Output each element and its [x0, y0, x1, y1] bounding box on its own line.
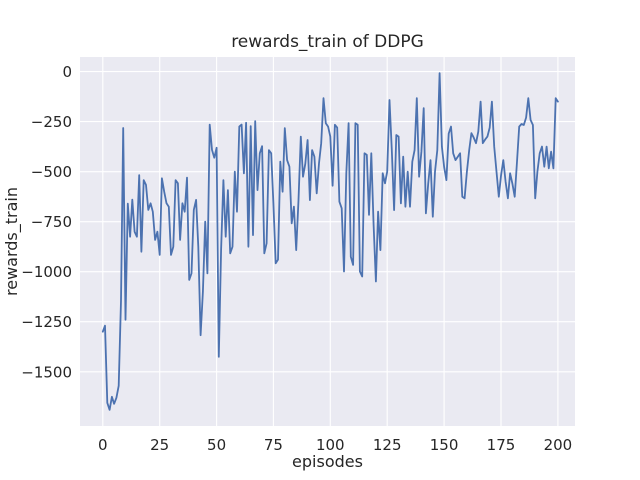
y-tick-label: −1000 — [21, 263, 72, 281]
series-line-rewards_train — [101, 72, 559, 411]
x-tick-label: 75 — [264, 436, 283, 454]
x-tick-label: 175 — [487, 436, 516, 454]
y-tick-label: −1250 — [21, 313, 72, 331]
x-axis-label: episodes — [292, 452, 363, 471]
y-axis-label: rewards_train — [2, 187, 22, 296]
y-tick-label: −500 — [31, 163, 72, 181]
x-tick-labels: 0 25 50 75 100 125 150 175 200 — [98, 436, 572, 454]
x-tick-label: 50 — [207, 436, 226, 454]
data-series — [101, 72, 559, 411]
x-tick-label: 100 — [316, 436, 345, 454]
x-tick-label: 25 — [150, 436, 169, 454]
x-tick-label: 0 — [98, 436, 108, 454]
y-tick-label: −250 — [31, 113, 72, 131]
y-tick-label: −1500 — [21, 363, 72, 381]
x-tick-label: 125 — [373, 436, 402, 454]
x-tick-label: 200 — [544, 436, 573, 454]
chart-title: rewards_train of DDPG — [231, 32, 424, 52]
y-tick-labels: 0 −250 −500 −750 −1000 −1250 −1500 — [21, 63, 72, 381]
x-tick-label: 150 — [430, 436, 459, 454]
y-tick-label: −750 — [31, 213, 72, 231]
y-tick-label: 0 — [62, 63, 72, 81]
